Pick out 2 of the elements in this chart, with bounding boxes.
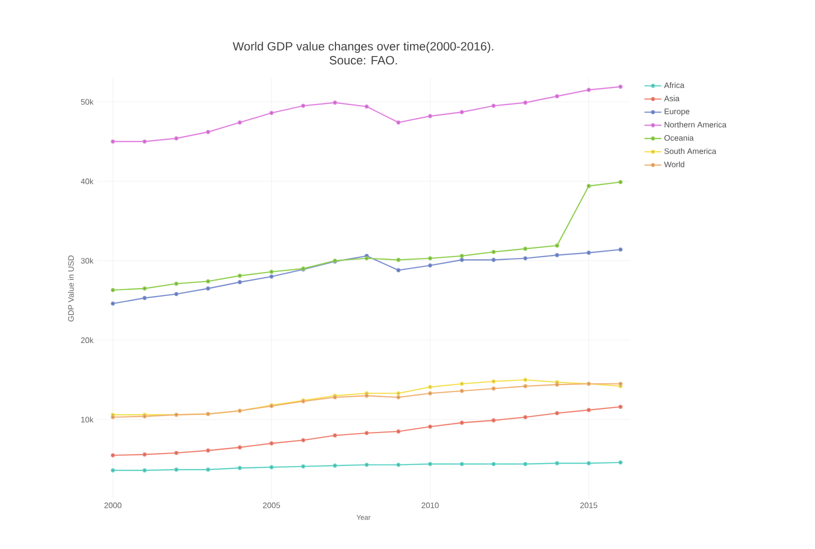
chart-subtitle: Souce: FAO. xyxy=(330,56,397,64)
chart-title: World GDP value changes over time(2000-2016). xyxy=(232,42,494,53)
